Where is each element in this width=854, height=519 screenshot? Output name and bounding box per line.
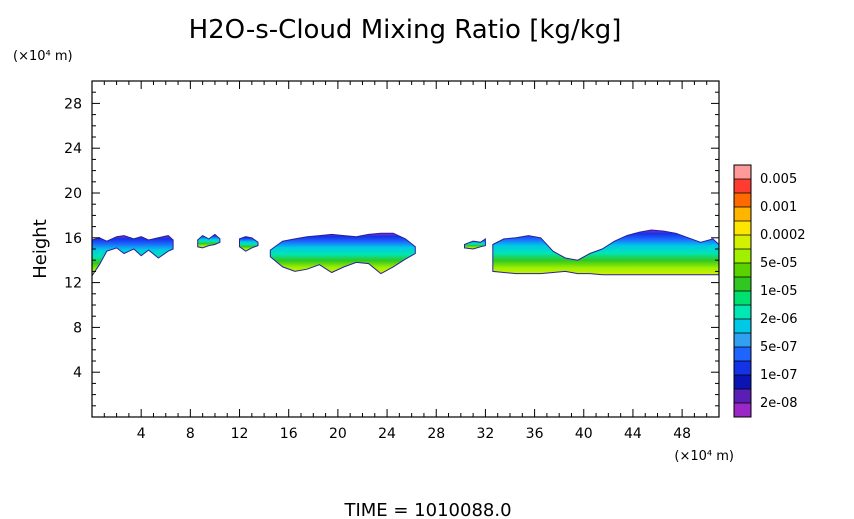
cloud-region-2 bbox=[197, 233, 221, 249]
colorbar-swatch bbox=[734, 361, 751, 376]
colorbar-label: 5e-05 bbox=[760, 256, 798, 271]
y-tick-label: 20 bbox=[64, 186, 82, 202]
colorbar-label: 1e-07 bbox=[760, 368, 798, 383]
colorbar-label: 0.0002 bbox=[760, 228, 806, 243]
x-tick-label: 24 bbox=[378, 426, 396, 442]
time-footer: TIME = 1010088.0 bbox=[343, 500, 511, 519]
x-tick-label: 8 bbox=[186, 426, 195, 442]
colorbar-label: 1e-05 bbox=[760, 284, 798, 299]
colorbar-swatch bbox=[734, 179, 751, 194]
colorbar-swatch bbox=[734, 165, 751, 180]
colorbar-swatch bbox=[734, 193, 751, 208]
x-tick-label: 44 bbox=[624, 426, 642, 442]
colorbar-swatch bbox=[734, 319, 751, 334]
cloud-region-5 bbox=[464, 237, 486, 250]
x-unit-label: (×10⁴ m) bbox=[674, 449, 734, 464]
colorbar-label: 2e-06 bbox=[760, 312, 798, 327]
colorbar-swatch bbox=[734, 375, 751, 390]
colorbar-swatch bbox=[734, 249, 751, 264]
cloud-region-3 bbox=[239, 236, 259, 252]
x-tick-label: 16 bbox=[280, 426, 298, 442]
x-tick-label: 32 bbox=[476, 426, 494, 442]
y-axis: 4 8 12 16 20 24 28 bbox=[64, 91, 719, 407]
colorbar-swatch bbox=[734, 305, 751, 320]
x-tick-label: 28 bbox=[427, 426, 445, 442]
colorbar-swatch bbox=[734, 347, 751, 362]
colorbar-swatch bbox=[734, 333, 751, 348]
cloud-region-4 bbox=[269, 232, 416, 275]
cloud-field bbox=[92, 229, 719, 277]
y-tick-label: 28 bbox=[64, 96, 82, 112]
y-tick-label: 4 bbox=[73, 365, 82, 381]
chart-title: H2O-s-Cloud Mixing Ratio [kg/kg] bbox=[189, 15, 622, 45]
y-unit-label: (×10⁴ m) bbox=[13, 49, 73, 64]
cloud-region-6 bbox=[492, 229, 719, 276]
colorbar-swatch bbox=[734, 389, 751, 404]
colorbar-label: 5e-07 bbox=[760, 340, 798, 355]
colorbar-swatch bbox=[734, 291, 751, 306]
colorbar-swatch bbox=[734, 221, 751, 236]
y-axis-label: Height bbox=[30, 219, 51, 279]
colorbar-swatch bbox=[734, 263, 751, 278]
x-tick-label: 12 bbox=[231, 426, 249, 442]
x-tick-label: 4 bbox=[137, 426, 146, 442]
y-tick-label: 24 bbox=[64, 141, 82, 157]
colorbar-swatch bbox=[734, 403, 751, 418]
x-tick-label: 48 bbox=[673, 426, 691, 442]
y-tick-label: 12 bbox=[64, 276, 82, 292]
x-tick-label: 40 bbox=[575, 426, 593, 442]
y-tick-label: 8 bbox=[73, 320, 82, 336]
cloud-region-1 bbox=[92, 235, 174, 277]
y-tick-label: 16 bbox=[64, 231, 82, 247]
colorbar-swatch bbox=[734, 207, 751, 222]
colorbar-label: 0.001 bbox=[760, 200, 797, 215]
colorbar-swatch bbox=[734, 277, 751, 292]
x-axis: 4 8 12 16 20 24 28 32 36 40 44 48 bbox=[103, 81, 708, 442]
colorbar-frame bbox=[733, 164, 752, 418]
colorbar-label: 0.005 bbox=[760, 172, 797, 187]
x-tick-label: 20 bbox=[329, 426, 347, 442]
colorbar: 0.005 0.001 0.0002 5e-05 1e-05 2e-06 5e-07 1e-0… bbox=[733, 164, 806, 418]
x-tick-label: 36 bbox=[526, 426, 544, 442]
colorbar-label: 2e-08 bbox=[760, 396, 798, 411]
colorbar-swatch bbox=[734, 235, 751, 250]
